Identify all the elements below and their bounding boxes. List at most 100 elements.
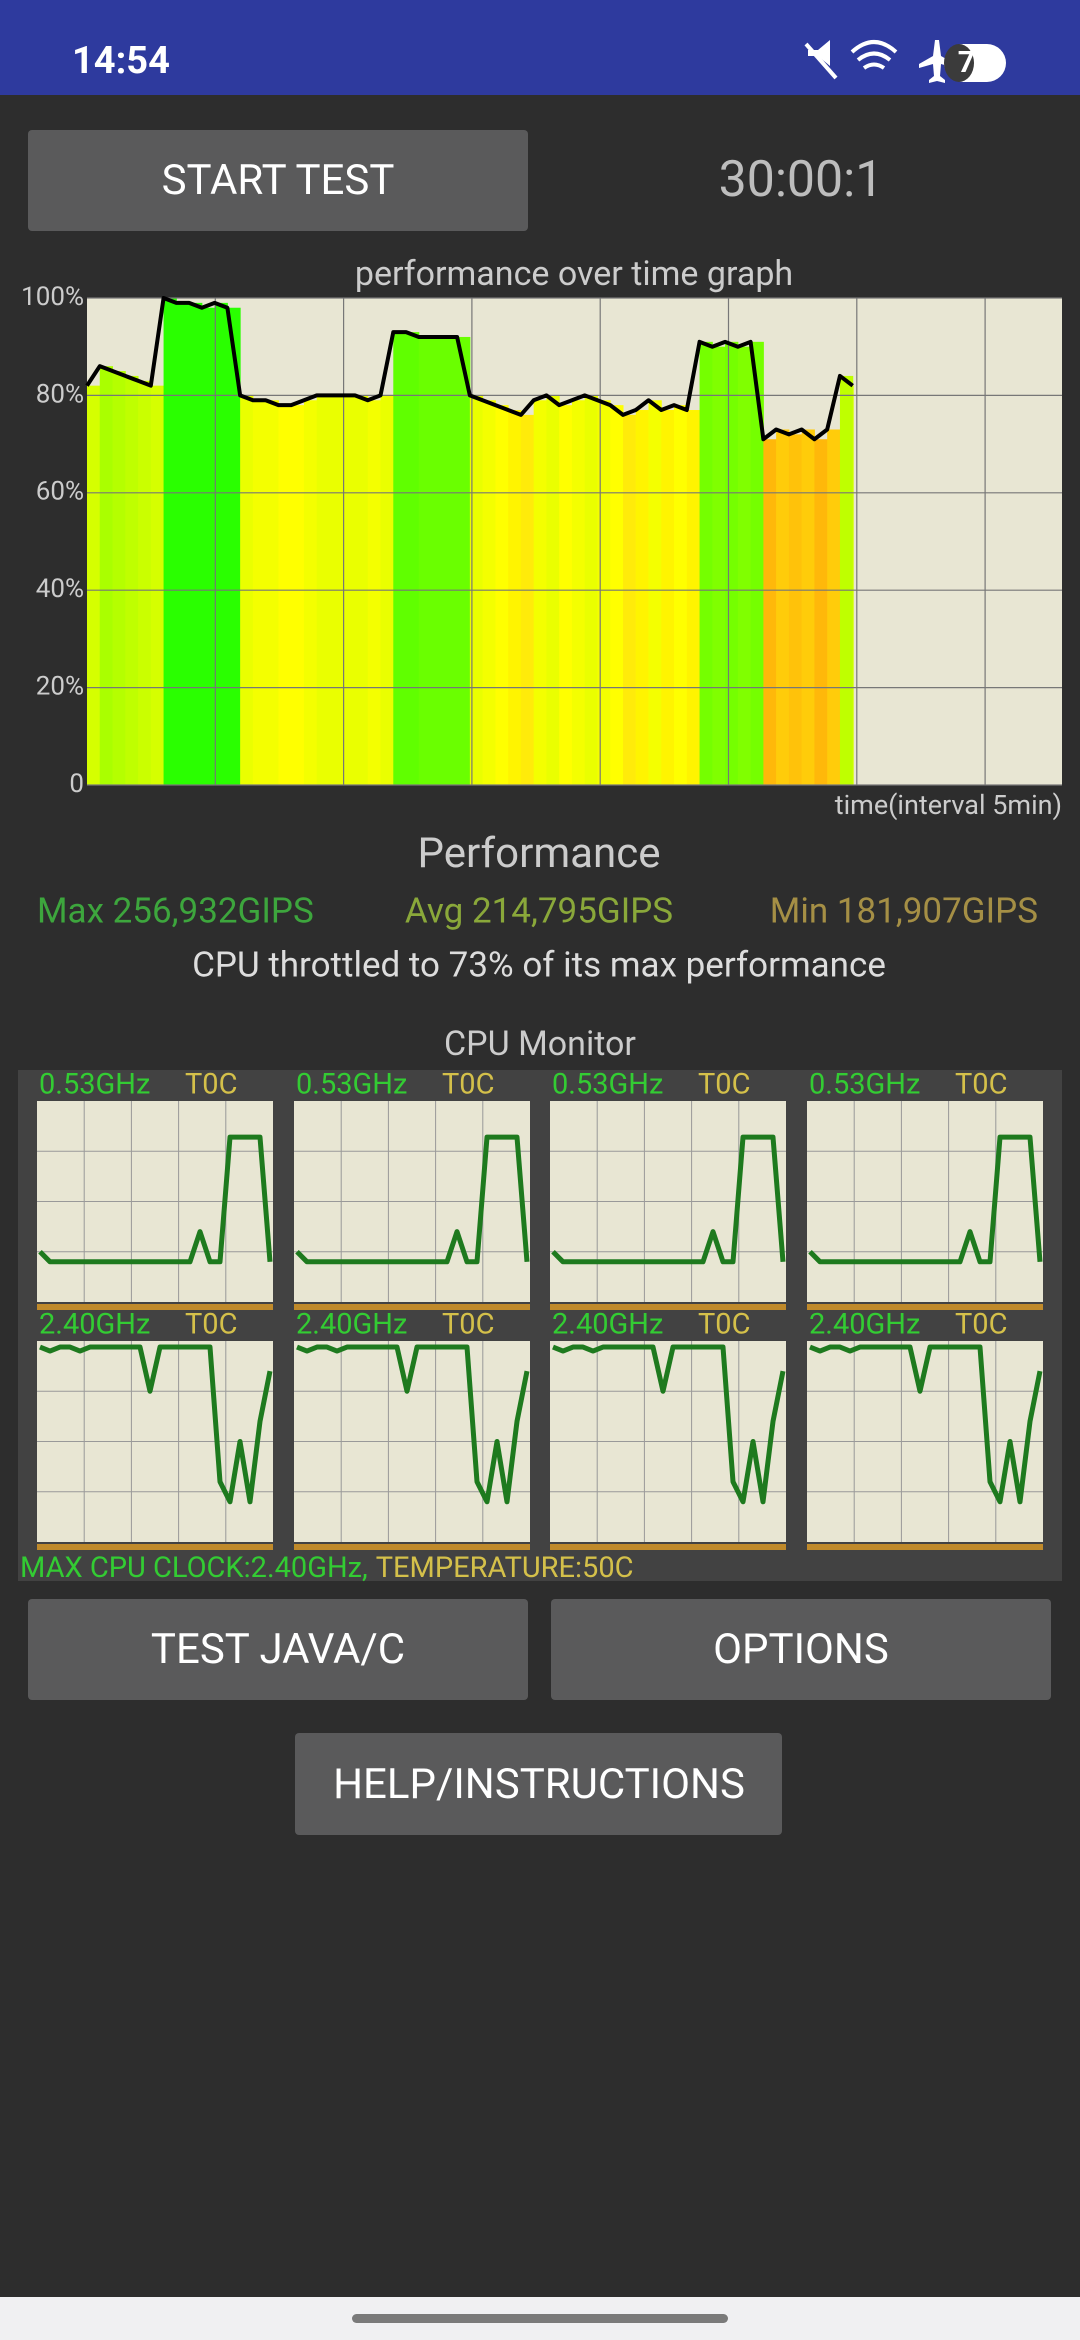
performance-heading: Performance [418, 829, 661, 878]
performance-bar [176, 302, 190, 785]
chart-title: performance over time graph [355, 254, 793, 294]
performance-bar [763, 439, 777, 785]
performance-bar [686, 410, 701, 785]
x-axis-label: time(interval 5min) [835, 789, 1062, 821]
core-frequency: 0.53GHz [552, 1068, 663, 1102]
performance-bar [737, 346, 752, 785]
performance-bar [712, 346, 726, 785]
test-java-button[interactable] [28, 1599, 528, 1700]
help-label[interactable]: HELP/INSTRUCTIONS [333, 1760, 745, 1809]
performance-bar [125, 375, 139, 785]
performance-bar [520, 414, 535, 785]
mute-slash [804, 42, 838, 80]
performance-bar [227, 307, 241, 785]
core-baseline [37, 1544, 273, 1550]
home-handle[interactable] [352, 2314, 728, 2323]
performance-bar [214, 302, 228, 785]
performance-bar [661, 410, 675, 785]
performance-bar [508, 410, 522, 785]
core-baseline [294, 1544, 530, 1550]
performance-bar [367, 400, 382, 785]
wifi-icon [850, 40, 898, 70]
core-frequency: 0.53GHz [39, 1068, 150, 1102]
performance-bar [801, 429, 815, 785]
performance-bar [189, 302, 203, 785]
start-test-label[interactable]: START TEST [162, 156, 395, 205]
core-line [39, 1344, 273, 1505]
avg-performance: Avg 214,795GIPS [405, 890, 673, 931]
performance-bar [457, 336, 471, 785]
performance-bar [674, 405, 688, 785]
core-frequency: 2.40GHz [809, 1308, 920, 1342]
core-line [552, 1344, 786, 1505]
core-temperature: T0C [185, 1068, 237, 1102]
performance-bar [406, 332, 420, 785]
performance-bar [482, 400, 496, 785]
core-baseline [807, 1304, 1043, 1310]
options-label[interactable]: OPTIONS [713, 1625, 889, 1674]
battery-empty [944, 44, 974, 82]
core-frequency: 0.53GHz [809, 1068, 920, 1102]
core-frequency: 2.40GHz [552, 1308, 663, 1342]
performance-bar [648, 400, 662, 785]
y-tick-label: 0 [69, 769, 84, 799]
y-tick-label: 80% [36, 379, 84, 409]
temperature: TEMPERATURE:50C [376, 1551, 634, 1585]
core-frequency: 2.40GHz [296, 1308, 407, 1342]
performance-bar [150, 385, 165, 785]
performance-bar [610, 405, 624, 785]
performance-bars [87, 298, 854, 785]
core-temperature: T0C [442, 1308, 494, 1342]
max-performance: Max 256,932GIPS [37, 890, 314, 931]
timer: 30:00:1 [719, 151, 884, 209]
performance-bar [571, 400, 586, 785]
performance-bar [814, 439, 828, 785]
performance-bar [839, 375, 854, 785]
performance-bar [725, 341, 739, 785]
core-temperature: T0C [698, 1308, 750, 1342]
performance-bar [495, 405, 509, 785]
performance-bar [431, 336, 445, 785]
performance-bar [201, 307, 216, 785]
core-baseline [294, 1304, 530, 1310]
performance-bar [99, 366, 114, 785]
performance-bar [444, 336, 458, 785]
airplane-icon [919, 40, 955, 83]
status-bar [0, 0, 1080, 95]
grid [87, 297, 1062, 786]
core-temperature: T0C [442, 1068, 494, 1102]
performance-bar [278, 405, 292, 785]
cpu-monitor-title: CPU Monitor [444, 1024, 636, 1064]
core-frequency: 0.53GHz [296, 1068, 407, 1102]
y-tick-label: 40% [36, 574, 84, 604]
cpu-cores: 0.53GHz T0C 0.53GHz T0C 0.53GHz T0C 0.53GHz T0C… [37, 1068, 1043, 1550]
core-temperature: T0C [955, 1308, 1007, 1342]
core-frequency: 2.40GHz [39, 1308, 150, 1342]
core-temperature: T0C [698, 1068, 750, 1102]
core-baseline [37, 1304, 273, 1310]
core-temperature: T0C [185, 1308, 237, 1342]
core-baseline [550, 1304, 786, 1310]
performance-bar [597, 400, 611, 785]
performance-bar [750, 341, 764, 785]
performance-bar [303, 400, 318, 785]
performance-bar [635, 410, 650, 785]
performance-bar [163, 298, 177, 785]
core-line [295, 1134, 530, 1265]
start-test-button[interactable] [28, 130, 528, 231]
performance-bar [622, 414, 637, 785]
performance-bar [87, 385, 101, 785]
core-line [296, 1344, 530, 1505]
help-button[interactable] [295, 1733, 782, 1835]
performance-bar [291, 405, 305, 785]
performance-bar [533, 400, 547, 785]
core-line [809, 1344, 1043, 1505]
test-java-label[interactable]: TEST JAVA/C [151, 1625, 405, 1674]
cpu-footer: MAX CPU CLOCK:2.40GHz, TEMPERATURE:50C [20, 1551, 634, 1585]
core-line [551, 1134, 786, 1265]
options-button[interactable] [551, 1599, 1051, 1700]
clock: 14:54 [72, 39, 170, 83]
performance-bar [112, 371, 126, 785]
throttle-summary: CPU throttled to 73% of its max performa… [192, 944, 886, 985]
